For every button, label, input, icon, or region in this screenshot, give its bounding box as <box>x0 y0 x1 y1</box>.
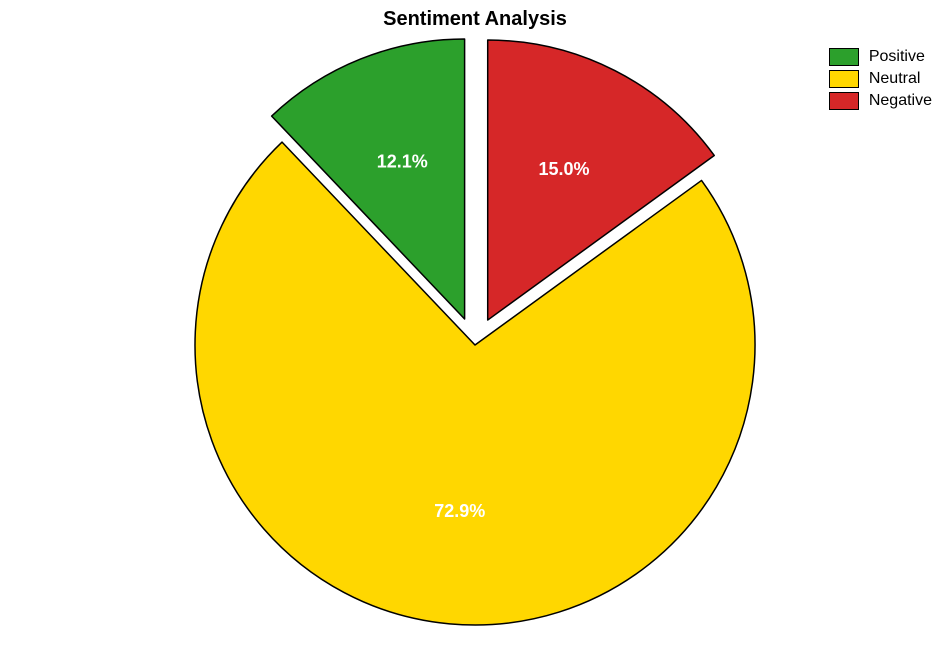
pct-label-positive: 12.1% <box>377 152 428 172</box>
legend-item-neutral: Neutral <box>829 70 932 88</box>
legend-label-positive: Positive <box>869 48 925 66</box>
legend-swatch-neutral <box>829 70 859 88</box>
legend: Positive Neutral Negative <box>829 48 932 114</box>
pct-label-neutral: 72.9% <box>434 501 485 521</box>
legend-swatch-positive <box>829 48 859 66</box>
pct-label-negative: 15.0% <box>538 159 589 179</box>
legend-item-positive: Positive <box>829 48 932 66</box>
legend-label-neutral: Neutral <box>869 70 921 88</box>
legend-item-negative: Negative <box>829 92 932 110</box>
pie-slice-neutral <box>195 142 755 625</box>
legend-swatch-negative <box>829 92 859 110</box>
legend-label-negative: Negative <box>869 92 932 110</box>
chart-container: Sentiment Analysis 12.1%72.9%15.0% Posit… <box>0 0 950 662</box>
pie-chart-svg: 12.1% 72.9% 15.0% <box>0 0 950 662</box>
